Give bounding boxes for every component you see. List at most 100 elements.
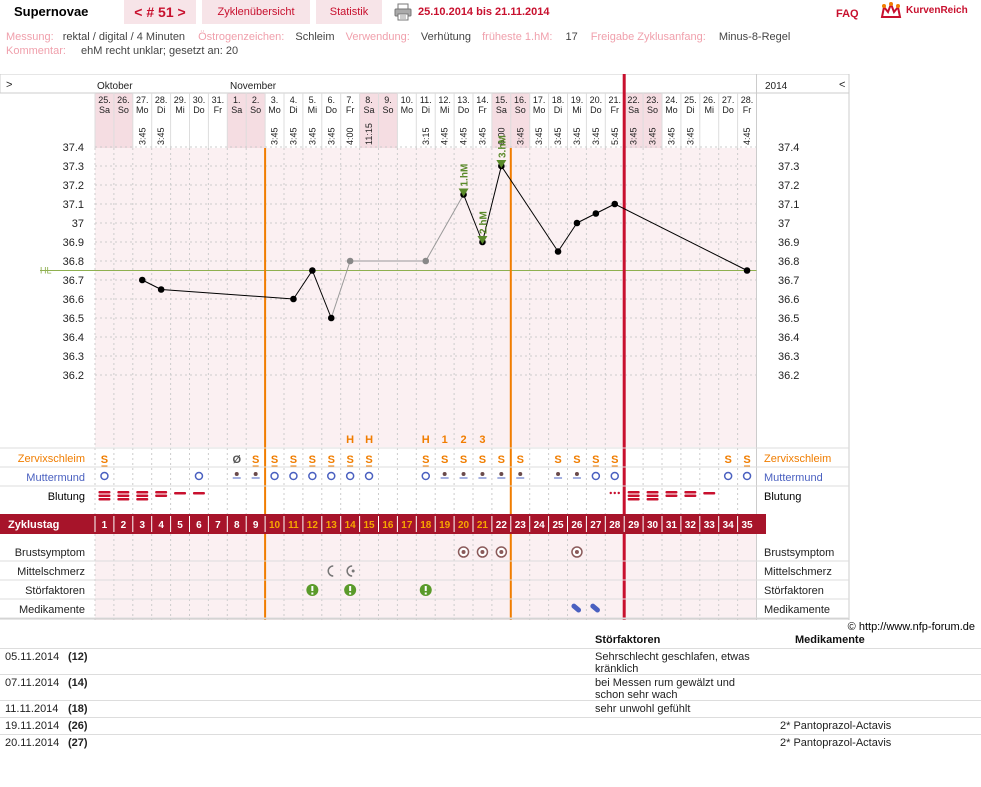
peak-day-marker: H: [365, 434, 373, 446]
measure-time: 3:45: [270, 127, 280, 145]
zervix-mark: S: [573, 454, 580, 466]
cycle-day-bar: [0, 514, 766, 534]
measure-time: 11:15: [364, 123, 374, 145]
weekend-header-bg: [378, 93, 398, 148]
bleeding-heavy: [117, 491, 130, 494]
breast-symptom-dot: [480, 550, 485, 554]
bleeding-medium: [155, 494, 168, 497]
bleeding-heavy: [98, 494, 111, 497]
temp-line-segment: [576, 213, 597, 224]
meta-line-2: Kommentar: ehM recht unklar; gesetzt an:…: [6, 44, 238, 58]
ytick-right: 36.9: [778, 237, 799, 249]
row-label-zervix: Zervixschleim: [18, 453, 85, 465]
ytick-right: 36.6: [778, 294, 799, 306]
ytick-right: 36.8: [778, 256, 799, 268]
ytick-right: 36.4: [778, 332, 799, 344]
day-number: 23.: [646, 95, 659, 105]
cycle-navigator[interactable]: < # 51 >: [124, 0, 196, 24]
cycle-day-number: 20: [458, 520, 470, 531]
cycle-day-number: 30: [647, 520, 659, 531]
note-medication: 2* Pantoprazol-Actavis: [780, 737, 892, 749]
weekend-header-bg: [359, 93, 379, 148]
ytick-left: 37.1: [63, 199, 84, 211]
bleeding-heavy: [136, 491, 149, 494]
zervix-mark: S: [554, 454, 561, 466]
weekend-header-bg: [113, 93, 133, 148]
measure-time: 3:45: [553, 127, 563, 145]
row-label-medikamente: Medikamente: [19, 604, 85, 616]
ytick-right: 37.4: [778, 142, 799, 154]
note-cycle-day: (18): [68, 703, 88, 715]
measure-time: 3:45: [326, 127, 336, 145]
ytick-left: 36.2: [63, 370, 84, 382]
ytick-left: 36.4: [63, 332, 84, 344]
brand-logo[interactable]: KurvenReich: [880, 2, 980, 24]
ytick-left: 36.6: [63, 294, 84, 306]
muttermund-closed: [234, 472, 239, 476]
spotting-dot: [609, 491, 612, 495]
weekend-header-bg: [95, 93, 114, 148]
note-date: 19.11.2014: [5, 720, 60, 732]
zervix-mark: S: [441, 454, 448, 466]
measure-time: 3:45: [629, 127, 639, 145]
weekday-label: Mi: [572, 105, 582, 115]
bleeding-medium: [684, 494, 697, 497]
peak-marker-triangle: [496, 160, 507, 168]
muttermund-open: [421, 471, 430, 481]
note-row: 19.11.2014 (26) 2* Pantoprazol-Actavis: [0, 717, 981, 735]
weekday-label: Fr: [478, 105, 487, 115]
tab-statistics[interactable]: Statistik: [316, 0, 382, 24]
bleeding-medium: [155, 491, 168, 494]
cycle-day-number: 25: [552, 520, 564, 531]
freigabe-value: Minus-8-Regel: [718, 31, 791, 43]
temp-line-segment: [161, 289, 294, 300]
zervix-mark: S: [309, 454, 316, 466]
note-date: 11.11.2014: [5, 703, 59, 715]
day-number: 13.: [457, 95, 470, 105]
peak-day-marker: H: [422, 434, 430, 446]
ytick-right: 36.3: [778, 351, 799, 363]
tab-cycle-overview[interactable]: Zyklenübersicht: [202, 0, 310, 24]
ytick-right: 36.7: [778, 275, 799, 287]
bleeding-medium: [684, 491, 697, 494]
cycle-chart: > <Oktober November 201425.Sa26.So27.Mo3:45…: [0, 74, 850, 620]
peak-marker-triangle: [458, 188, 469, 197]
weekday-label: Mo: [136, 105, 149, 115]
weekend-header-bg: [227, 93, 247, 148]
printer-icon[interactable]: [394, 3, 412, 21]
note-cycle-day: (12): [68, 651, 88, 663]
temp-line-segment: [557, 222, 578, 252]
cycle-day-number: 5: [177, 520, 183, 531]
hm-label: 1.hM: [460, 164, 471, 187]
note-cycle-day: (27): [68, 737, 88, 749]
bleeding-heavy: [98, 498, 111, 501]
day-number: 22.: [627, 95, 640, 105]
muttermund-closed: [480, 472, 485, 476]
weekday-label: So: [647, 105, 658, 115]
temp-point: [611, 200, 619, 208]
faq-link[interactable]: FAQ: [836, 8, 859, 20]
weekday-label: Di: [157, 105, 166, 115]
weekday-label: Mi: [705, 105, 715, 115]
zervix-mark: Ø: [232, 454, 241, 466]
weekday-label: Sa: [628, 105, 639, 115]
day-number: 14.: [476, 95, 489, 105]
muttermund-open: [591, 471, 601, 481]
row-label-right-muttermund: Muttermund: [764, 472, 823, 484]
measure-time: 5:45: [610, 127, 620, 145]
bleeding-medium: [665, 491, 678, 494]
temp-point: [743, 267, 751, 274]
disturbance-mark-dot: [424, 592, 427, 595]
meta-line-1: Messung: rektal / digital / 4 Minuten Ös…: [6, 30, 790, 44]
frueheste-value: 17: [565, 31, 578, 43]
weekday-label: Sa: [231, 105, 242, 115]
day-number: 24.: [665, 95, 678, 105]
bleeding-heavy: [646, 491, 659, 494]
note-date: 05.11.2014: [5, 651, 60, 663]
day-number: 27.: [136, 95, 149, 105]
temp-line-segment: [481, 165, 502, 243]
muttermund-open: [308, 471, 317, 481]
day-number: 17.: [533, 95, 546, 105]
cycle-day-number: 21: [477, 520, 489, 531]
note-disturbance: bei Messen rum gewälzt und schon sehr wa…: [595, 677, 736, 701]
